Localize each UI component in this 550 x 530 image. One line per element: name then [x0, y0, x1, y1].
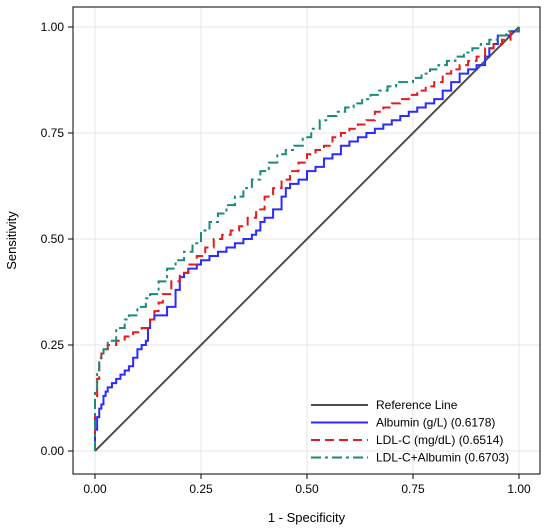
series-line-ldl-c-albumin-0-6703	[94, 27, 520, 451]
x-tick-label: 0.50	[295, 482, 319, 496]
legend-label-reference-line: Reference Line	[376, 398, 458, 412]
legend-label-ldl-c-mg-dl-0-6514: LDL-C (mg/dL) (0.6514)	[376, 433, 503, 447]
x-tick-label: 1.00	[507, 482, 531, 496]
y-axis-label: Sensitivity	[4, 211, 19, 270]
legend: Reference Line Albumin (g/L) (0.6178) LDL-…	[311, 398, 509, 465]
x-axis-label: 1 - Specificity	[268, 510, 346, 525]
y-tick-label: 0.00	[41, 444, 65, 458]
y-tick-label: 0.75	[41, 126, 65, 140]
legend-label-albumin-g-l-0-6178: Albumin (g/L) (0.6178)	[376, 416, 495, 430]
x-tick-label: 0.75	[401, 482, 425, 496]
series-line-albumin-g-l-0-6178	[94, 27, 520, 451]
series-lines	[94, 26, 520, 452]
y-tick-label: 0.25	[41, 338, 65, 352]
series-line-ldl-c-mg-dl-0-6514	[94, 27, 520, 451]
series-line-reference-line	[94, 26, 520, 452]
y-tick-label: 1.00	[41, 20, 65, 34]
y-tick-label: 0.50	[41, 232, 65, 246]
x-tick-label: 0.25	[189, 482, 213, 496]
x-tick-label: 0.00	[83, 482, 107, 496]
axis-ticks: 0.00 0.00 0.25 0.25 0.50 0.50 0.75 0.75 1.00 1.00	[41, 20, 531, 496]
legend-label-ldl-c-albumin-0-6703: LDL-C+Albumin (0.6703)	[376, 451, 509, 465]
